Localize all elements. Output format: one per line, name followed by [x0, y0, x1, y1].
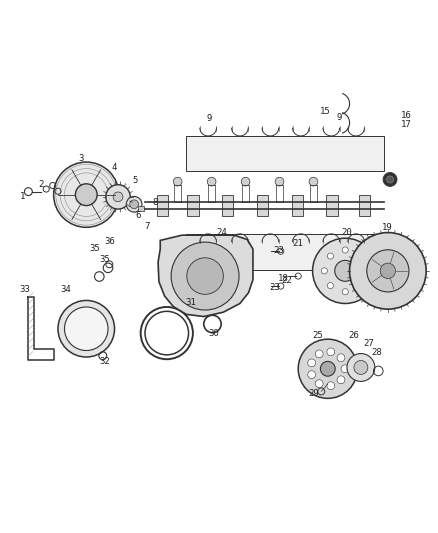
Text: 5: 5	[133, 176, 138, 185]
Circle shape	[64, 307, 108, 351]
Text: 16: 16	[401, 110, 412, 119]
Bar	[186, 234, 387, 270]
Text: 31: 31	[186, 298, 197, 306]
Circle shape	[75, 184, 97, 206]
Bar	[186, 136, 385, 171]
Text: 17: 17	[401, 120, 412, 129]
Circle shape	[327, 282, 333, 289]
Text: 27: 27	[363, 340, 374, 349]
Circle shape	[357, 282, 363, 289]
Bar	[187, 195, 198, 216]
Circle shape	[315, 350, 323, 358]
Circle shape	[354, 360, 368, 375]
Circle shape	[327, 382, 335, 390]
Circle shape	[342, 289, 348, 295]
Circle shape	[337, 376, 345, 384]
Text: 4: 4	[112, 163, 117, 172]
Circle shape	[53, 162, 119, 228]
Circle shape	[363, 268, 369, 274]
Text: 29: 29	[308, 389, 319, 398]
Circle shape	[313, 238, 378, 303]
Text: 35: 35	[90, 244, 100, 253]
Text: 1: 1	[20, 192, 25, 201]
Circle shape	[113, 192, 123, 201]
Circle shape	[321, 361, 335, 376]
Circle shape	[298, 339, 357, 398]
Text: 18: 18	[278, 274, 289, 283]
Circle shape	[126, 197, 142, 212]
Circle shape	[241, 177, 250, 186]
Circle shape	[130, 200, 138, 208]
Text: 24: 24	[217, 228, 227, 237]
Bar	[359, 195, 371, 216]
Circle shape	[187, 258, 223, 294]
Text: 33: 33	[19, 285, 30, 294]
Circle shape	[308, 359, 316, 367]
Circle shape	[171, 242, 239, 310]
Text: 2: 2	[39, 180, 44, 189]
Circle shape	[367, 250, 409, 292]
Text: 32: 32	[99, 357, 110, 366]
Bar	[257, 195, 268, 216]
Text: 9: 9	[207, 114, 212, 123]
Circle shape	[387, 176, 393, 183]
Circle shape	[106, 184, 130, 209]
Circle shape	[337, 354, 345, 362]
Bar	[292, 195, 303, 216]
Text: 30: 30	[208, 329, 219, 338]
Text: 19: 19	[382, 223, 393, 232]
Circle shape	[347, 353, 375, 382]
Text: 8: 8	[153, 198, 158, 207]
Text: 20: 20	[341, 228, 352, 237]
Circle shape	[341, 365, 349, 373]
Text: 25: 25	[312, 331, 323, 340]
Circle shape	[350, 232, 426, 309]
Text: 7: 7	[145, 222, 150, 231]
Circle shape	[308, 371, 316, 378]
Circle shape	[321, 268, 327, 274]
Text: 22: 22	[281, 276, 292, 285]
Circle shape	[335, 261, 356, 281]
Circle shape	[58, 301, 115, 357]
Bar	[326, 195, 338, 216]
Circle shape	[173, 177, 182, 186]
Text: 36: 36	[104, 237, 115, 246]
Circle shape	[357, 253, 363, 259]
Text: 23: 23	[274, 246, 284, 255]
Bar	[157, 195, 168, 216]
Text: 23: 23	[269, 283, 280, 292]
Text: 26: 26	[349, 331, 359, 340]
Circle shape	[309, 177, 318, 186]
Text: 34: 34	[60, 285, 71, 294]
Circle shape	[327, 348, 335, 356]
Circle shape	[383, 173, 397, 187]
Circle shape	[207, 177, 216, 186]
Text: 15: 15	[320, 108, 331, 117]
Bar	[138, 206, 144, 211]
Circle shape	[327, 253, 333, 259]
Text: 9: 9	[336, 113, 342, 122]
Text: 21: 21	[292, 239, 303, 248]
Text: 28: 28	[371, 348, 382, 357]
Circle shape	[380, 263, 396, 279]
Polygon shape	[158, 235, 253, 317]
Text: 6: 6	[136, 211, 141, 220]
Bar	[222, 195, 233, 216]
Circle shape	[315, 379, 323, 387]
Text: 35: 35	[99, 255, 110, 264]
Text: 3: 3	[78, 154, 83, 163]
Circle shape	[275, 177, 284, 186]
Circle shape	[342, 247, 348, 253]
